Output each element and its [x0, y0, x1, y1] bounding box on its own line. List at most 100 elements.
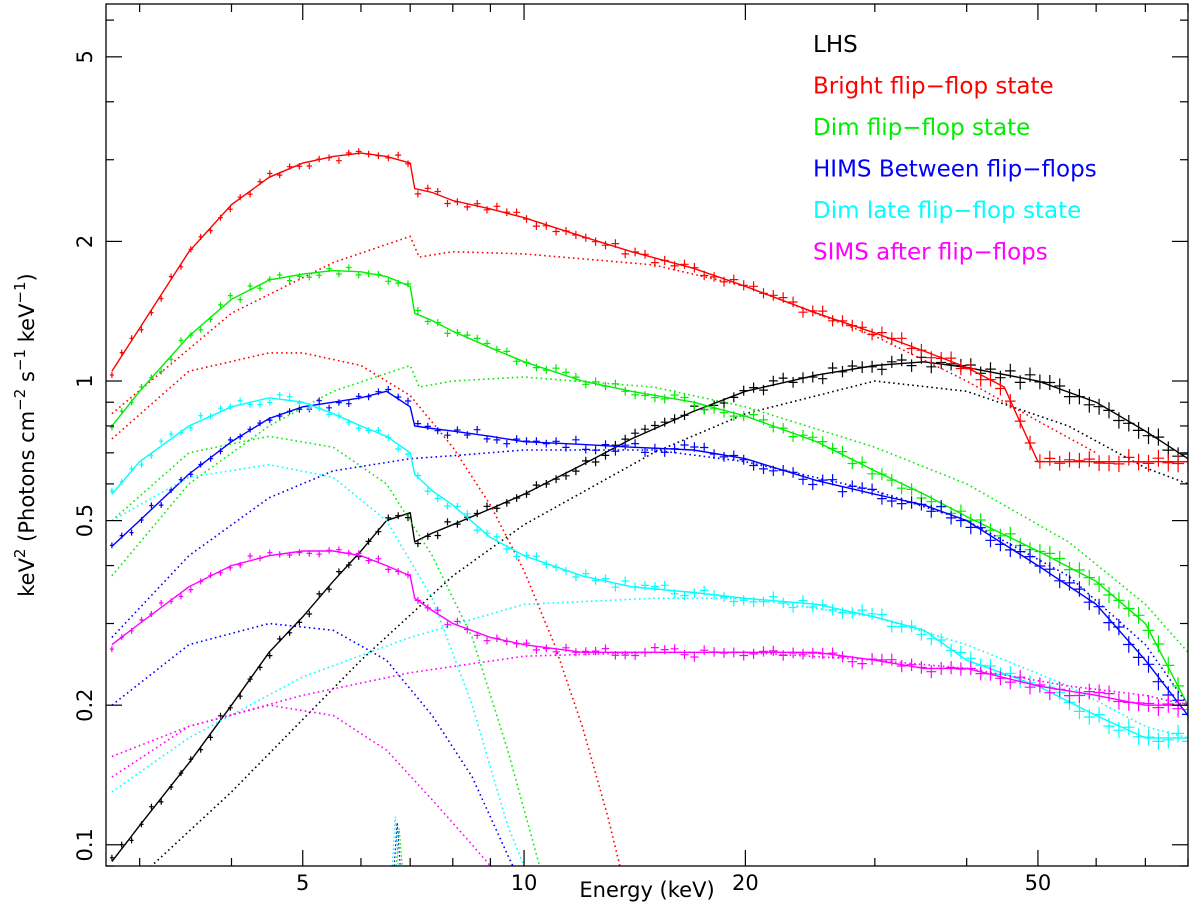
- data-point: [641, 448, 649, 457]
- data-point: [965, 362, 976, 376]
- data-point: [493, 634, 501, 642]
- data-point: [1142, 621, 1155, 639]
- data-point: [1034, 544, 1046, 559]
- data-point: [847, 480, 858, 493]
- data-point: [218, 569, 223, 576]
- data-point: [129, 837, 134, 844]
- x-tick-label: 20: [732, 871, 759, 895]
- data-point: [227, 436, 233, 443]
- data-point: [414, 540, 422, 548]
- data-point: [208, 455, 213, 462]
- series-2-points: [109, 264, 1188, 719]
- legend-entry: Dim flip−flop state: [813, 115, 1030, 141]
- data-point: [227, 704, 233, 711]
- data-point: [582, 445, 590, 454]
- data-point: [827, 647, 838, 659]
- data-point: [365, 393, 372, 401]
- data-point: [709, 647, 719, 657]
- data-point: [139, 821, 144, 828]
- data-point: [847, 655, 858, 668]
- data-point: [837, 366, 848, 378]
- data-point: [149, 374, 154, 381]
- data-point: [405, 160, 412, 168]
- data-point: [818, 648, 828, 660]
- data-point: [641, 580, 649, 590]
- data-point: [1123, 600, 1135, 617]
- data-point: [513, 640, 521, 648]
- data-point: [680, 590, 689, 601]
- data-point: [808, 305, 818, 317]
- y-tick-label: 1: [73, 374, 97, 387]
- data-point: [1044, 375, 1056, 390]
- data-point: [306, 404, 313, 411]
- data-point: [877, 608, 887, 621]
- data-point: [267, 399, 273, 406]
- data-point: [542, 480, 550, 488]
- data-point: [798, 429, 808, 441]
- data-point: [208, 227, 213, 234]
- data-point: [542, 221, 550, 230]
- data-point: [296, 273, 303, 280]
- data-point: [601, 451, 610, 460]
- data-point: [916, 343, 927, 357]
- data-point: [1172, 454, 1185, 473]
- data-point: [808, 601, 818, 613]
- data-point: [1113, 693, 1125, 710]
- data-point: [729, 596, 739, 607]
- data-point: [690, 652, 699, 662]
- data-point: [149, 611, 154, 617]
- data-point: [1044, 685, 1056, 701]
- data-point: [719, 407, 729, 418]
- data-point: [867, 483, 877, 496]
- data-point: [208, 413, 213, 420]
- data-point: [690, 588, 699, 598]
- data-point: [483, 435, 491, 443]
- data-point: [1123, 636, 1135, 653]
- data-point: [542, 439, 550, 448]
- plot-frame: [105, 3, 1189, 867]
- data-point: [1152, 732, 1165, 750]
- data-point: [709, 449, 719, 459]
- data-point: [1064, 687, 1076, 704]
- data-point: [365, 557, 372, 564]
- data-point: [345, 561, 352, 569]
- data-point: [1054, 550, 1066, 566]
- series-3: [109, 386, 1188, 866]
- data-point: [798, 372, 808, 384]
- data-point: [109, 372, 114, 378]
- x-tick-label: 5: [296, 871, 309, 895]
- data-point: [316, 397, 322, 404]
- data-point: [434, 319, 441, 327]
- data-point: [562, 227, 570, 236]
- data-point: [188, 756, 194, 763]
- data-point: [827, 315, 838, 327]
- data-point: [965, 520, 976, 535]
- data-point: [473, 200, 481, 208]
- data-point: [523, 437, 531, 445]
- data-point: [532, 552, 540, 561]
- data-point: [405, 450, 412, 458]
- data-point: [444, 621, 451, 629]
- data-point: [896, 353, 907, 367]
- data-point: [523, 215, 531, 223]
- data-point: [257, 178, 263, 185]
- data-point: [424, 184, 431, 192]
- legend: LHS Bright flip−flop state Dim flip−flop s…: [813, 32, 1097, 266]
- data-point: [1132, 694, 1145, 712]
- data-point: [700, 442, 709, 453]
- data-point: [562, 368, 570, 377]
- data-point: [591, 646, 600, 656]
- data-point: [670, 390, 679, 400]
- data-point: [168, 431, 174, 438]
- data-point: [149, 309, 154, 316]
- data-point: [650, 443, 659, 453]
- data-point: [670, 589, 679, 599]
- data-point: [690, 400, 699, 411]
- data-point: [316, 272, 322, 279]
- data-point: [896, 482, 907, 495]
- data-point: [641, 648, 649, 657]
- data-point: [1123, 718, 1135, 736]
- data-point: [621, 386, 630, 396]
- data-point: [296, 619, 303, 626]
- data-point: [385, 566, 392, 573]
